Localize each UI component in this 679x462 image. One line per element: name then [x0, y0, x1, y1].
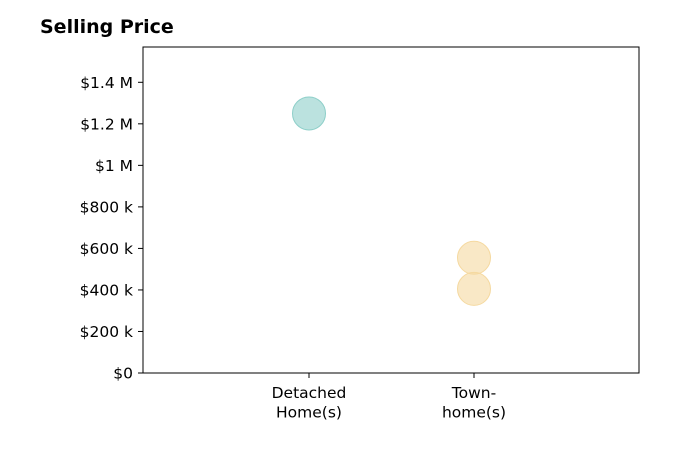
- data-point: [292, 96, 326, 131]
- x-tick-label: home(s): [442, 404, 506, 422]
- y-tick-label: $200 k: [80, 323, 133, 341]
- data-point: [457, 271, 491, 306]
- x-tick-label: Town-: [451, 384, 496, 402]
- data-point: [457, 240, 491, 275]
- y-tick-label: $1.2 M: [80, 115, 133, 133]
- y-tick-label: $0: [113, 365, 133, 383]
- x-tick-label: Detached: [272, 384, 347, 402]
- y-tick-label: $800 k: [80, 198, 133, 216]
- plot-frame: [142, 46, 640, 374]
- x-tick-label: Home(s): [276, 404, 342, 422]
- y-tick-label: $400 k: [80, 281, 133, 299]
- y-tick-label: $1.4 M: [80, 74, 133, 92]
- y-tick-label: $600 k: [80, 240, 133, 258]
- chart-title: Selling Price: [40, 16, 174, 38]
- y-tick-label: $1 M: [95, 157, 133, 175]
